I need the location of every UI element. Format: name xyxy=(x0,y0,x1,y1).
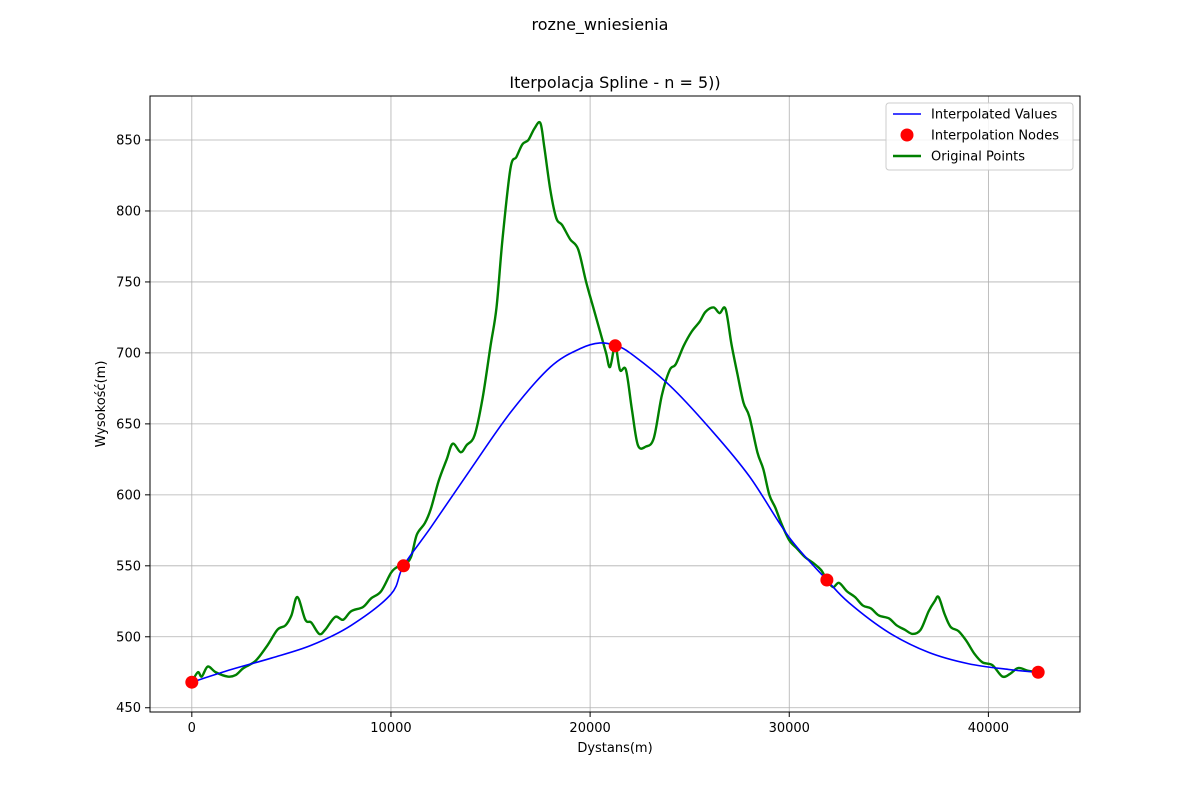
plot-frame xyxy=(149,95,1081,713)
y-axis-label: Wysokość(m) xyxy=(94,361,109,448)
legend: Interpolated Values Interpolation Nodes Or… xyxy=(885,102,1074,171)
interpolation-node-point xyxy=(397,559,411,573)
legend-label: Original Points xyxy=(931,150,1025,165)
y-tick-label: 650 xyxy=(116,417,141,432)
legend-label: Interpolated Values xyxy=(931,108,1057,123)
y-tick-label: 500 xyxy=(116,630,141,645)
x-tick-label: 0 xyxy=(188,721,196,736)
y-tick-label: 750 xyxy=(116,275,141,290)
plot-area xyxy=(185,120,1045,689)
x-axis-label: Dystans(m) xyxy=(577,741,652,756)
figure-suptitle: rozne_wniesienia xyxy=(532,15,669,35)
y-tick-label: 700 xyxy=(116,346,141,361)
series-line-original-points xyxy=(190,120,1039,683)
y-tick-label: 600 xyxy=(116,488,141,503)
x-axis-ticks: 0 10000 20000 30000 40000 xyxy=(188,712,1009,736)
x-tick-label: 30000 xyxy=(769,721,810,736)
x-tick-label: 10000 xyxy=(370,721,411,736)
legend-label: Interpolation Nodes xyxy=(931,129,1059,144)
y-axis-ticks: 450 500 550 600 650 700 750 800 850 xyxy=(116,134,150,716)
y-tick-label: 450 xyxy=(116,701,141,716)
chart-title: Iterpolacja Spline - n = 5)) xyxy=(509,73,720,92)
x-tick-label: 40000 xyxy=(968,721,1009,736)
y-tick-label: 550 xyxy=(116,559,141,574)
legend-box xyxy=(885,102,1074,171)
interpolation-node-point xyxy=(608,339,622,353)
x-tick-label: 20000 xyxy=(569,721,610,736)
interpolation-node-point xyxy=(820,573,834,587)
legend-swatch xyxy=(900,128,914,142)
y-tick-label: 800 xyxy=(116,204,141,219)
interpolation-node-point xyxy=(185,675,199,689)
interpolation-node-point xyxy=(1031,665,1045,679)
y-tick-label: 850 xyxy=(116,134,141,149)
series-line-interpolated-values xyxy=(191,342,1039,683)
